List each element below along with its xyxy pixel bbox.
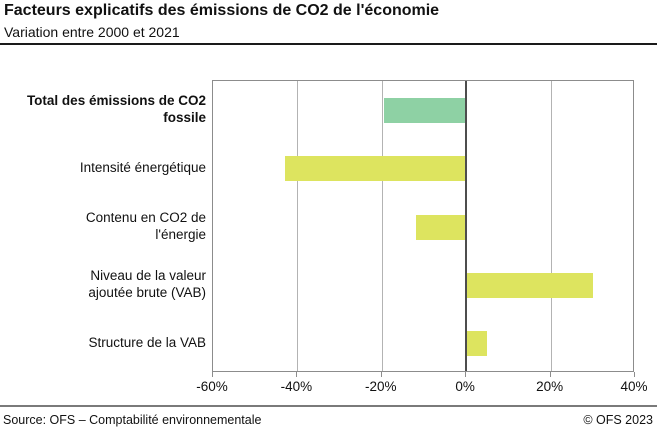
x-tick-mark [634, 372, 635, 377]
bar-4 [466, 272, 593, 298]
bar-3 [415, 214, 467, 240]
x-tick-mark [296, 372, 298, 377]
x-tick-mark [380, 372, 382, 377]
category-label: Intensité énergétique [2, 138, 206, 196]
source-text: Source: OFS – Comptabilité environnement… [3, 413, 262, 427]
x-tick-label: 20% [536, 379, 564, 394]
footer-divider [0, 405, 657, 407]
x-tick-label: 0% [455, 379, 475, 394]
category-label: Total des émissions de CO2 fossile [2, 80, 206, 138]
category-label-line: Intensité énergétique [79, 160, 206, 176]
x-tick-label: -20% [365, 379, 397, 394]
category-label-line: Structure de la VAB [88, 335, 206, 351]
category-label: Niveau de la valeur ajoutée brute (VAB) [2, 255, 206, 313]
zero-axis-line [465, 81, 468, 371]
category-label-line: ajoutée brute (VAB) [88, 285, 206, 301]
category-label: Structure de la VAB [2, 314, 206, 372]
copyright-text: © OFS 2023 [583, 413, 653, 427]
category-label-line: fossile [163, 110, 206, 126]
category-label-line: l'énergie [155, 226, 206, 242]
x-tick-mark [212, 372, 213, 377]
plot-area [212, 80, 634, 372]
header-divider [0, 43, 657, 45]
category-label-line: Contenu en CO2 de [85, 209, 206, 225]
x-tick-label: -60% [196, 379, 228, 394]
x-tick-mark [465, 372, 467, 377]
gridline [297, 81, 299, 371]
x-tick-label: -40% [280, 379, 313, 394]
category-label-line: Total des émissions de CO2 [26, 93, 206, 109]
chart-title: Facteurs explicatifs des émissions de CO… [4, 2, 440, 19]
x-tick-mark [549, 372, 551, 377]
gridline [550, 81, 552, 371]
bar-2 [284, 156, 467, 182]
x-tick-label: 40% [620, 379, 648, 394]
category-label-line: Niveau de la valeur [90, 268, 206, 284]
chart-subtitle: Variation entre 2000 et 2021 [4, 24, 180, 40]
bar-1 [383, 97, 467, 123]
category-label: Contenu en CO2 de l'énergie [2, 197, 206, 255]
bar-5 [466, 331, 488, 357]
gridline [381, 81, 383, 371]
